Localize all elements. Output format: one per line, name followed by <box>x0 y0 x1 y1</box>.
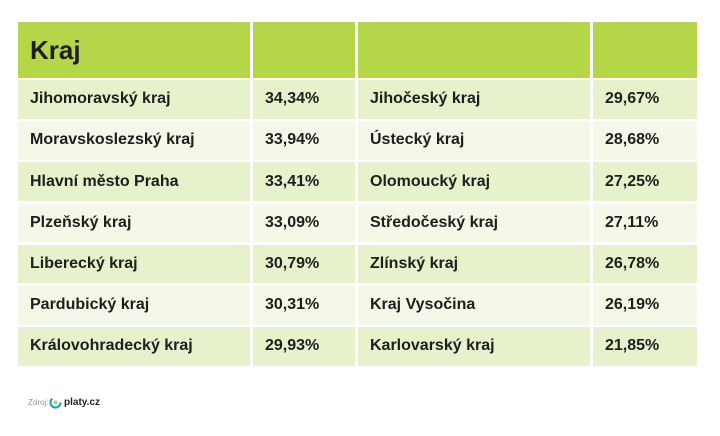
percentage: 30,79% <box>253 244 355 284</box>
percentage: 33,41% <box>253 162 355 201</box>
region-name: Středočeský kraj <box>358 203 590 243</box>
logo-icon <box>49 396 62 409</box>
percentage: 30,31% <box>253 286 355 325</box>
percentage: 26,78% <box>593 244 697 284</box>
region-name: Jihočeský kraj <box>358 80 590 119</box>
region-name: Moravskoslezský kraj <box>18 121 250 160</box>
region-name: Plzeňský kraj <box>18 203 250 243</box>
region-name: Liberecký kraj <box>18 244 250 284</box>
region-name: Jihomoravský kraj <box>18 80 250 119</box>
header-cell <box>358 22 590 78</box>
region-name: Pardubický kraj <box>18 286 250 325</box>
region-name: Ústecký kraj <box>358 121 590 160</box>
region-name: Kraj Vysočina <box>358 286 590 325</box>
header-cell <box>593 22 697 78</box>
region-name: Hlavní město Praha <box>18 162 250 201</box>
percentage: 33,09% <box>253 203 355 243</box>
header-title: Kraj <box>18 22 250 78</box>
region-name: Královohradecký kraj <box>18 327 250 366</box>
header-cell <box>253 22 355 78</box>
percentage: 29,67% <box>593 80 697 119</box>
percentage: 34,34% <box>253 80 355 119</box>
percentage: 21,85% <box>593 327 697 366</box>
percentage: 27,11% <box>593 203 697 243</box>
source-label: Zdroj: <box>28 398 49 407</box>
percentage: 27,25% <box>593 162 697 201</box>
region-name: Karlovarský kraj <box>358 327 590 366</box>
percentage: 33,94% <box>253 121 355 160</box>
percentage: 29,93% <box>253 327 355 366</box>
percentage: 28,68% <box>593 121 697 160</box>
percentage: 26,19% <box>593 286 697 325</box>
region-name: Olomoucký kraj <box>358 162 590 201</box>
region-name: Zlínský kraj <box>358 244 590 284</box>
brand: platy.cz <box>64 397 100 408</box>
